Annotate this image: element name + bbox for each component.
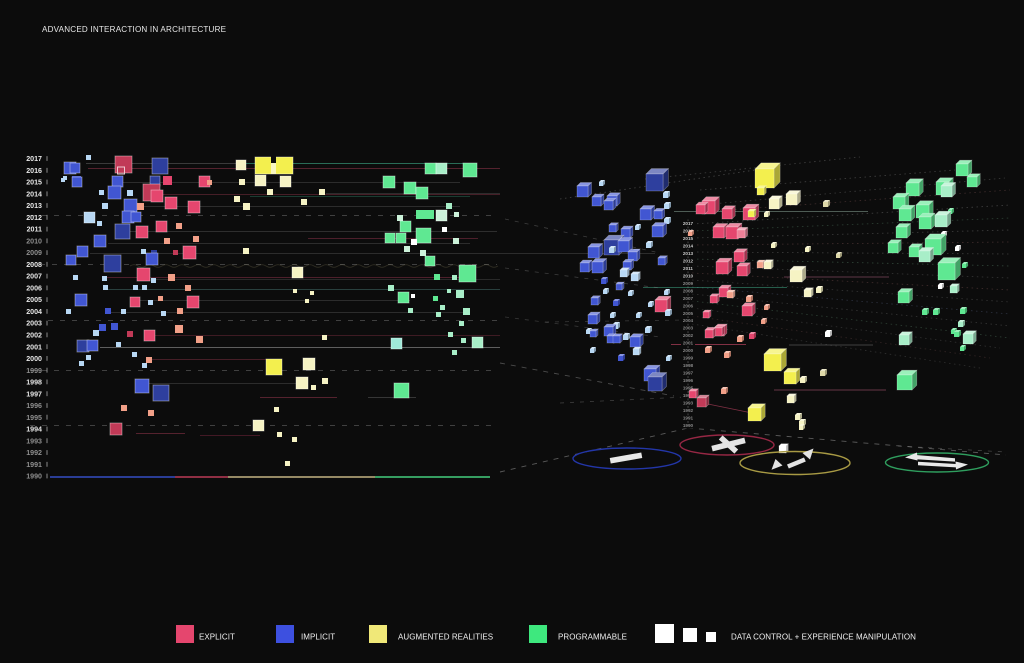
svg-text:1995: 1995 — [683, 386, 694, 391]
svg-text:2017: 2017 — [683, 221, 694, 226]
svg-text:1991: 1991 — [26, 461, 42, 469]
svg-text:1999: 1999 — [26, 367, 42, 375]
svg-text:2013: 2013 — [26, 202, 42, 210]
svg-text:2002: 2002 — [26, 332, 42, 340]
svg-text:1991: 1991 — [683, 416, 694, 421]
svg-text:1993: 1993 — [26, 437, 42, 445]
svg-text:1990: 1990 — [26, 473, 42, 481]
svg-text:2015: 2015 — [683, 236, 694, 241]
svg-text:EXPLICIT: EXPLICIT — [199, 633, 235, 642]
svg-text:2012: 2012 — [26, 214, 42, 222]
svg-text:1999: 1999 — [683, 356, 694, 361]
svg-text:2000: 2000 — [26, 355, 42, 363]
svg-text:2002: 2002 — [683, 333, 694, 338]
svg-text:1997: 1997 — [683, 371, 694, 376]
svg-text:2006: 2006 — [26, 285, 42, 293]
svg-text:1995: 1995 — [26, 414, 42, 422]
svg-text:2005: 2005 — [26, 296, 42, 304]
svg-text:2011: 2011 — [27, 226, 42, 234]
svg-text:2014: 2014 — [683, 243, 694, 248]
svg-text:IMPLICIT: IMPLICIT — [301, 633, 335, 642]
svg-text:1996: 1996 — [26, 402, 42, 410]
svg-text:2012: 2012 — [683, 258, 694, 263]
svg-text:2015: 2015 — [26, 179, 42, 187]
svg-text:2004: 2004 — [683, 318, 694, 323]
svg-text:1994: 1994 — [683, 393, 694, 398]
svg-text:2003: 2003 — [26, 320, 42, 328]
svg-text:1997: 1997 — [26, 390, 42, 398]
svg-text:DATA CONTROL + EXPERIENCE MAN: DATA CONTROL + EXPERIENCE MANIPULATION — [731, 633, 916, 642]
svg-text:2001: 2001 — [683, 341, 694, 346]
svg-text:2006: 2006 — [683, 303, 694, 308]
svg-text:1993: 1993 — [683, 401, 694, 406]
svg-text:2016: 2016 — [26, 167, 42, 175]
svg-text:ADVANCED INTERACTION IN ARCHIT: ADVANCED INTERACTION IN ARCHITECTURE — [42, 25, 227, 34]
svg-text:1996: 1996 — [683, 378, 694, 383]
svg-text:2010: 2010 — [683, 273, 694, 278]
svg-text:1994: 1994 — [26, 426, 42, 434]
svg-text:1998: 1998 — [26, 379, 42, 387]
svg-text:AUGMENTED REALITIES: AUGMENTED REALITIES — [398, 633, 493, 642]
svg-text:PROGRAMMABLE: PROGRAMMABLE — [558, 633, 627, 642]
svg-text:2001: 2001 — [26, 343, 42, 351]
svg-text:2008: 2008 — [26, 261, 42, 269]
svg-text:1990: 1990 — [683, 423, 694, 428]
svg-text:1992: 1992 — [26, 449, 42, 457]
svg-text:2014: 2014 — [26, 190, 42, 198]
svg-text:2007: 2007 — [683, 296, 694, 301]
svg-text:2008: 2008 — [683, 288, 694, 293]
svg-text:1992: 1992 — [683, 408, 694, 413]
svg-text:2009: 2009 — [683, 281, 694, 286]
svg-text:2005: 2005 — [683, 311, 694, 316]
svg-text:1998: 1998 — [683, 363, 694, 368]
svg-text:2009: 2009 — [26, 249, 42, 257]
svg-text:2011: 2011 — [683, 266, 693, 271]
svg-text:2010: 2010 — [26, 237, 42, 245]
svg-text:2003: 2003 — [683, 326, 694, 331]
svg-text:2016: 2016 — [683, 229, 694, 234]
svg-text:2000: 2000 — [683, 348, 694, 353]
svg-text:2007: 2007 — [26, 273, 42, 281]
svg-text:2004: 2004 — [26, 308, 42, 316]
svg-text:2013: 2013 — [683, 251, 694, 256]
svg-text:2017: 2017 — [26, 155, 42, 163]
